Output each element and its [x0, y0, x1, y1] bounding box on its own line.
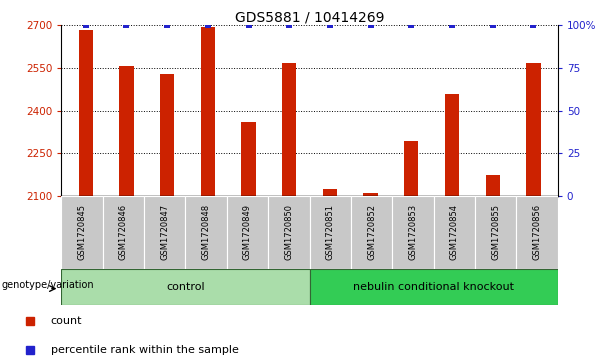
Text: GSM1720849: GSM1720849: [243, 204, 252, 260]
Text: nebulin conditional knockout: nebulin conditional knockout: [353, 282, 514, 292]
Bar: [485, 175, 500, 196]
Text: GSM1720845: GSM1720845: [77, 204, 86, 260]
Bar: [282, 63, 296, 196]
Bar: [445, 94, 459, 196]
Text: GSM1720848: GSM1720848: [202, 204, 211, 260]
Text: GSM1720854: GSM1720854: [450, 204, 459, 260]
Bar: [517, 196, 558, 269]
Bar: [186, 196, 227, 269]
Bar: [160, 74, 174, 196]
Bar: [61, 196, 103, 269]
Bar: [364, 193, 378, 196]
Title: GDS5881 / 10414269: GDS5881 / 10414269: [235, 10, 384, 24]
Bar: [527, 63, 541, 196]
Bar: [351, 196, 392, 269]
Text: GSM1720846: GSM1720846: [119, 204, 128, 260]
Text: count: count: [50, 316, 82, 326]
Text: GSM1720856: GSM1720856: [533, 204, 542, 260]
Bar: [310, 269, 558, 305]
Bar: [144, 196, 186, 269]
Bar: [78, 30, 93, 196]
Bar: [268, 196, 310, 269]
Bar: [120, 66, 134, 196]
Text: GSM1720851: GSM1720851: [326, 204, 335, 260]
Bar: [404, 140, 419, 196]
Bar: [475, 196, 517, 269]
Bar: [227, 196, 268, 269]
Bar: [310, 196, 351, 269]
Bar: [392, 196, 434, 269]
Text: GSM1720855: GSM1720855: [491, 204, 500, 260]
Text: GSM1720853: GSM1720853: [408, 204, 417, 260]
Text: control: control: [166, 282, 205, 292]
Bar: [200, 27, 215, 196]
Bar: [103, 196, 144, 269]
Bar: [434, 196, 475, 269]
Bar: [242, 122, 256, 196]
Text: GSM1720850: GSM1720850: [284, 204, 294, 260]
Bar: [61, 269, 310, 305]
Text: genotype/variation: genotype/variation: [1, 280, 94, 290]
Text: percentile rank within the sample: percentile rank within the sample: [50, 345, 238, 355]
Bar: [323, 189, 337, 196]
Text: GSM1720852: GSM1720852: [367, 204, 376, 260]
Text: GSM1720847: GSM1720847: [160, 204, 169, 260]
